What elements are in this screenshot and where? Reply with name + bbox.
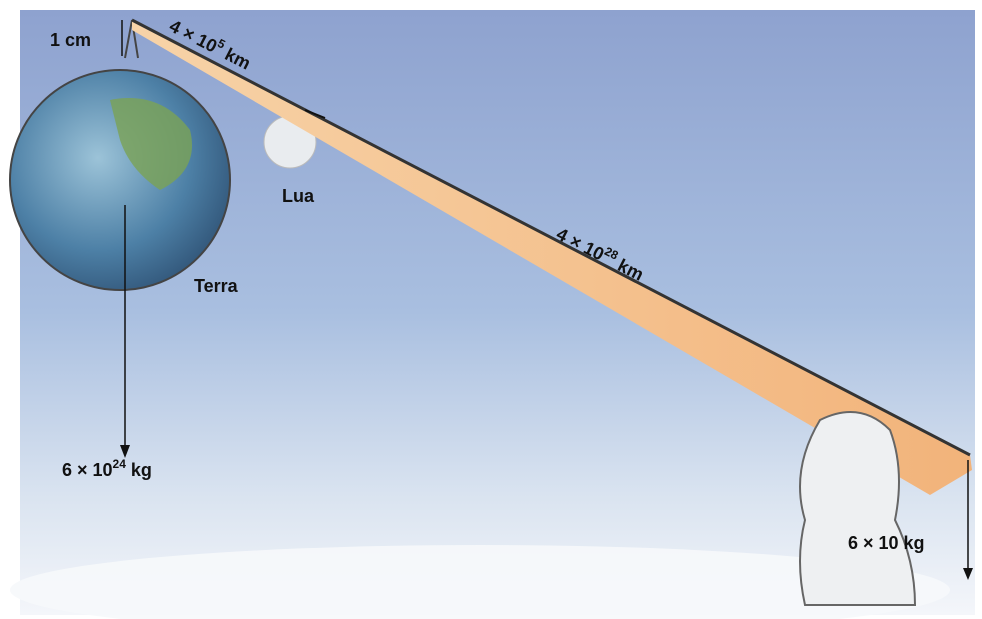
page: 1 cm 4 × 105km Lua 4 × 1028km Terra 6 × …	[0, 0, 982, 619]
earth-mass-label: 6 × 1024 kg	[62, 457, 152, 480]
exponent: 24	[113, 457, 127, 471]
illustration: 1 cm 4 × 105km Lua 4 × 1028km Terra 6 × …	[0, 0, 982, 619]
person-mass-label: 6 × 10 kg	[848, 533, 925, 553]
moon-label: Lua	[282, 186, 315, 206]
base: 6 × 10	[62, 460, 113, 480]
earth-label: Terra	[194, 276, 239, 296]
unit: kg	[131, 460, 152, 480]
gap-label: 1 cm	[50, 30, 91, 50]
